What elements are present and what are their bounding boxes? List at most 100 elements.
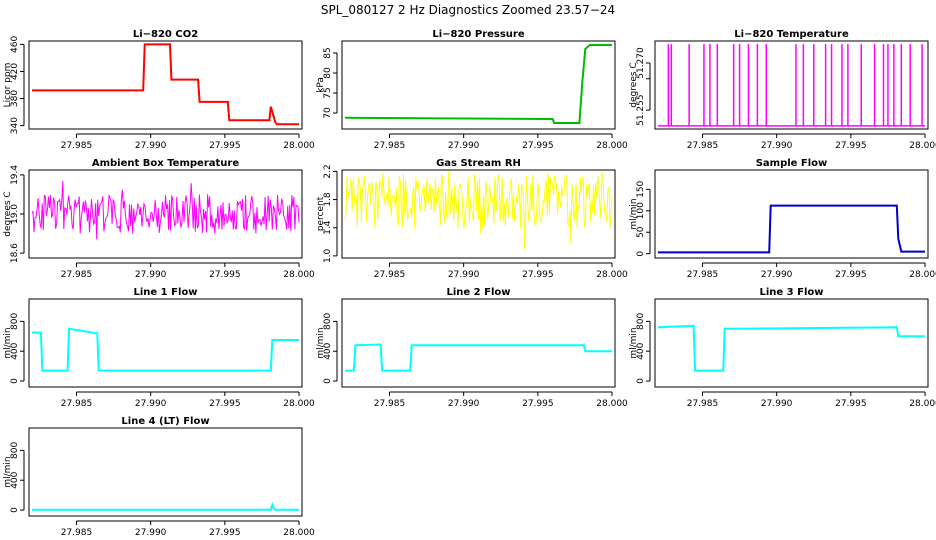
x-axis: 27.985 27.990 27.995 28.000 [374, 391, 628, 409]
x-tick-label: 27.995 [522, 270, 554, 280]
y-tick-label: 800 [10, 442, 20, 459]
y-tick-label: 0 [323, 378, 333, 384]
plot-frame [28, 40, 303, 130]
y-tick-label: 400 [636, 342, 646, 359]
plot-frame [341, 298, 616, 388]
x-tick-label: 28.000 [283, 399, 315, 409]
y-tick-label: 400 [323, 342, 333, 359]
data-layer [344, 170, 613, 250]
series-line-1 [32, 501, 299, 511]
panel-title: Sample Flow [756, 158, 828, 169]
chart-panel-3: Li−820 Temperature 27.985 27.990 27.995 28.0… [629, 29, 936, 151]
x-tick-label: 28.000 [283, 141, 315, 151]
data-layer [32, 327, 299, 372]
y-tick-label: 1.0 [323, 248, 333, 263]
chart-panel-1: Li−820 CO2 27.985 27.990 27.995 28.000 340 380… [3, 29, 315, 151]
x-tick-label: 27.985 [687, 270, 719, 280]
y-tick-label: 0 [10, 507, 20, 513]
data-layer [657, 324, 925, 372]
x-axis: 27.985 27.990 27.995 28.000 [687, 133, 936, 151]
x-tick-label: 27.990 [448, 399, 480, 409]
x-tick-label: 27.985 [687, 399, 719, 409]
y-tick-label: 380 [10, 90, 20, 107]
x-axis: 27.985 27.990 27.995 28.000 [61, 133, 315, 151]
x-tick-label: 28.000 [596, 399, 628, 409]
y-tick-label: 460 [10, 36, 20, 53]
chart-panel-5: Gas Stream RH 27.985 27.990 27.995 28.000 1.0… [316, 158, 628, 280]
y-axis: 18.6 19.0 19.4 degrees C [3, 165, 25, 263]
y-axis-label: ml/min [629, 198, 639, 229]
y-tick-label: 340 [10, 117, 20, 134]
x-tick-label: 27.990 [761, 399, 793, 409]
y-axis-label: degrees C [3, 191, 13, 236]
y-tick-label: 100 [636, 202, 646, 219]
panel-title: Li−820 CO2 [133, 29, 198, 40]
y-axis-label: ml/min [316, 327, 326, 358]
x-axis: 27.985 27.990 27.995 28.000 [374, 133, 628, 151]
series-line-1 [32, 43, 299, 126]
chart-panel-4: Ambient Box Temperature 27.985 27.990 27.99… [3, 158, 315, 280]
y-tick-label: 1.4 [323, 220, 333, 235]
plot-frame [28, 427, 303, 517]
chart-panel-9: Line 3 Flow 27.985 27.990 27.995 28.000 0 400 8… [629, 287, 936, 409]
chart-panel-6: Sample Flow 27.985 27.990 27.995 28.000 0 50 10… [629, 158, 936, 280]
x-tick-label: 27.985 [61, 270, 93, 280]
y-axis-label: ml/min [3, 456, 13, 487]
y-tick-label: 800 [323, 313, 333, 330]
plot-frame [654, 169, 929, 259]
series-line-1 [657, 324, 925, 372]
y-axis-label: kPa [316, 77, 326, 93]
y-axis: 70 75 80 85 kPa [316, 47, 338, 119]
chart-panel-10: Line 4 (LT) Flow 27.985 27.990 27.995 28.000… [3, 416, 315, 538]
y-tick-label: 150 [636, 180, 646, 197]
x-axis: 27.985 27.990 27.995 28.000 [687, 262, 936, 280]
panel-title: Line 1 Flow [134, 287, 198, 298]
plot-frame [28, 169, 303, 259]
x-tick-label: 27.995 [835, 141, 867, 151]
series-line-1 [344, 44, 612, 124]
y-tick-label: 75 [323, 87, 333, 98]
y-tick-label: 50 [636, 226, 646, 238]
series-line-1 [32, 327, 299, 372]
y-tick-label: 800 [10, 313, 20, 330]
x-tick-label: 27.990 [135, 141, 167, 151]
panel-title: Line 3 Flow [760, 287, 824, 298]
panel-title: Line 2 Flow [447, 287, 511, 298]
plot-frame [654, 298, 929, 388]
figure-title: SPL_080127 2 Hz Diagnostics Zoomed 23.57… [321, 3, 615, 17]
x-axis: 27.985 27.990 27.995 28.000 [61, 391, 315, 409]
x-tick-label: 28.000 [283, 270, 315, 280]
x-tick-label: 27.990 [761, 270, 793, 280]
x-tick-label: 28.000 [596, 270, 628, 280]
y-tick-label: 800 [636, 313, 646, 330]
x-tick-label: 28.000 [909, 399, 936, 409]
y-axis: 340 380 420 460 Licor ppm [3, 36, 25, 134]
y-axis-label: ml/min [629, 327, 639, 358]
plot-frame [341, 40, 616, 130]
y-tick-label: 2.2 [323, 164, 333, 178]
data-layer [657, 44, 926, 127]
plot-frame [341, 169, 616, 259]
x-tick-label: 27.995 [209, 141, 241, 151]
x-axis: 27.985 27.990 27.995 28.000 [374, 262, 628, 280]
chart-panels: Li−820 CO2 27.985 27.990 27.995 28.000 340 380… [3, 29, 936, 538]
series-line-1 [345, 343, 612, 372]
x-tick-label: 27.985 [61, 399, 93, 409]
chart-panel-8: Line 2 Flow 27.985 27.990 27.995 28.000 0 400 8… [316, 287, 628, 409]
x-tick-label: 27.995 [209, 528, 241, 538]
x-tick-label: 27.995 [835, 399, 867, 409]
y-tick-label: 0 [636, 378, 646, 384]
y-tick-label: 1.8 [323, 192, 333, 207]
x-tick-label: 27.995 [209, 270, 241, 280]
x-tick-label: 27.995 [209, 399, 241, 409]
x-axis: 27.985 27.990 27.995 28.000 [61, 520, 315, 538]
y-tick-label: 420 [10, 63, 20, 80]
y-axis-label: Licor ppm [3, 63, 13, 108]
x-tick-label: 27.990 [135, 399, 167, 409]
x-tick-label: 28.000 [596, 141, 628, 151]
